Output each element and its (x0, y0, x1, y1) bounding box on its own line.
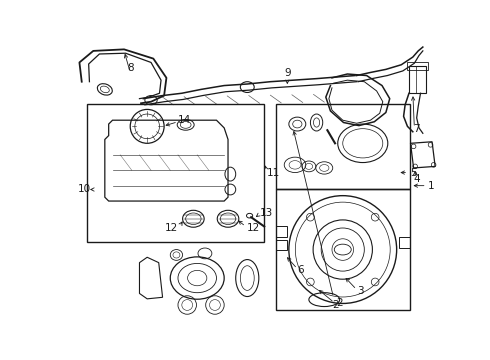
Bar (276, 104, 410, 189)
Text: 12: 12 (247, 223, 261, 233)
Bar (276, 240, 287, 249)
Text: 2: 2 (336, 298, 343, 309)
Text: 6: 6 (297, 265, 304, 275)
Bar (407, 62, 428, 70)
Text: 4: 4 (414, 175, 420, 184)
Text: 7: 7 (413, 125, 419, 134)
Text: 14: 14 (178, 115, 191, 125)
Text: 12: 12 (165, 223, 178, 233)
Bar (87, 104, 264, 242)
Text: 3: 3 (357, 286, 364, 296)
Text: 5: 5 (410, 167, 416, 177)
Bar (276, 189, 410, 310)
Text: 2: 2 (293, 131, 339, 310)
Text: 9: 9 (284, 68, 291, 78)
Text: 10: 10 (78, 184, 91, 194)
Bar (409, 66, 426, 93)
Bar (276, 226, 287, 237)
Text: 1: 1 (428, 181, 435, 191)
Text: 8: 8 (127, 63, 134, 73)
Text: 11: 11 (267, 167, 280, 177)
Bar (399, 237, 410, 248)
Text: 13: 13 (260, 208, 273, 217)
